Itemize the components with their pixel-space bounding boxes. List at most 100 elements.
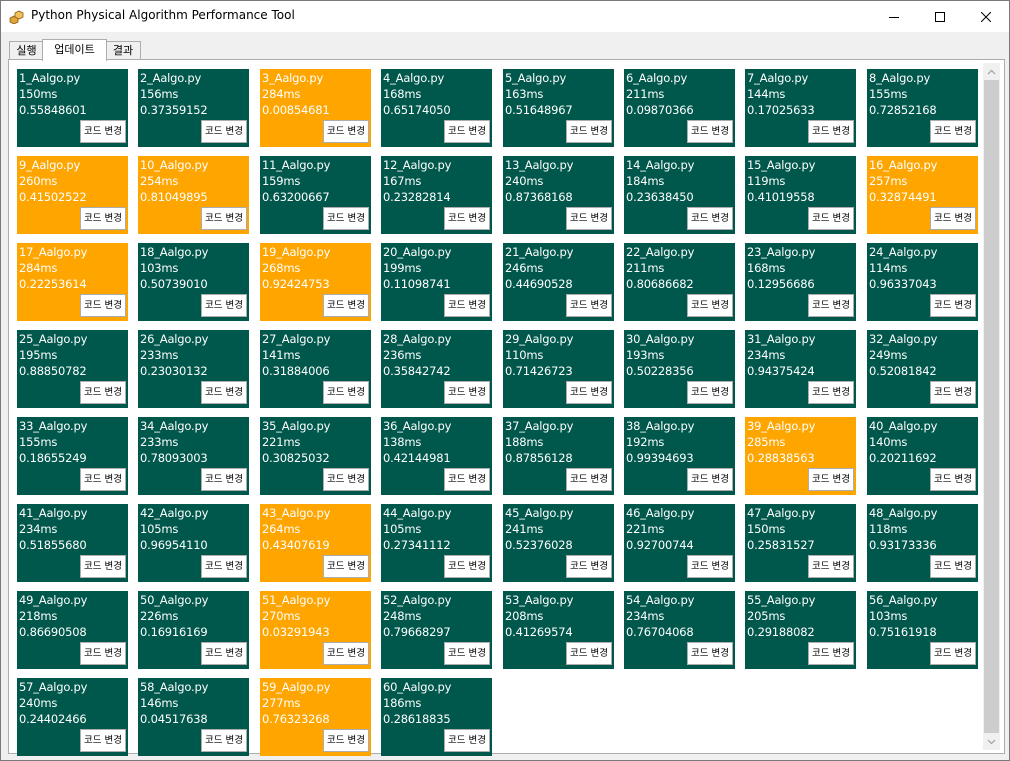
change-code-button[interactable]: 코드 변경 xyxy=(808,468,854,491)
card-time: 105ms xyxy=(140,522,179,536)
change-code-button[interactable]: 코드 변경 xyxy=(444,294,490,317)
card-time: 240ms xyxy=(19,696,58,710)
scroll-thumb[interactable] xyxy=(984,80,999,733)
change-code-button[interactable]: 코드 변경 xyxy=(323,468,369,491)
title-bar[interactable]: Python Physical Algorithm Performance To… xyxy=(1,1,1009,32)
change-code-button[interactable]: 코드 변경 xyxy=(687,120,733,143)
change-code-button[interactable]: 코드 변경 xyxy=(566,207,612,230)
change-code-button[interactable]: 코드 변경 xyxy=(201,729,247,752)
update-panel: 1_Aalgo.py 150ms 0.55848601 코드 변경 2_Aalgo.py… xyxy=(8,59,1005,756)
change-code-button[interactable]: 코드 변경 xyxy=(201,642,247,665)
card-score: 0.72852168 xyxy=(869,103,937,117)
change-code-button[interactable]: 코드 변경 xyxy=(323,729,369,752)
change-code-button[interactable]: 코드 변경 xyxy=(80,729,126,752)
change-code-button[interactable]: 코드 변경 xyxy=(566,120,612,143)
change-code-button[interactable]: 코드 변경 xyxy=(566,468,612,491)
change-code-button[interactable]: 코드 변경 xyxy=(201,381,247,404)
card-score: 0.80686682 xyxy=(626,277,694,291)
change-code-button[interactable]: 코드 변경 xyxy=(444,642,490,665)
change-code-button[interactable]: 코드 변경 xyxy=(444,555,490,578)
card-time: 233ms xyxy=(140,435,179,449)
change-code-button[interactable]: 코드 변경 xyxy=(687,555,733,578)
change-code-button[interactable]: 코드 변경 xyxy=(808,381,854,404)
change-code-button[interactable]: 코드 변경 xyxy=(80,120,126,143)
change-code-button[interactable]: 코드 변경 xyxy=(566,381,612,404)
change-code-button[interactable]: 코드 변경 xyxy=(808,120,854,143)
change-code-button[interactable]: 코드 변경 xyxy=(687,642,733,665)
card-score: 0.79668297 xyxy=(383,625,451,639)
change-code-button[interactable]: 코드 변경 xyxy=(80,381,126,404)
change-code-button[interactable]: 코드 변경 xyxy=(80,468,126,491)
change-code-button[interactable]: 코드 변경 xyxy=(201,120,247,143)
change-code-button[interactable]: 코드 변경 xyxy=(444,207,490,230)
vertical-scrollbar[interactable] xyxy=(983,63,1000,750)
close-button[interactable] xyxy=(963,1,1009,32)
card-name: 48_Aalgo.py xyxy=(869,506,938,520)
algorithm-card: 4_Aalgo.py 168ms 0.65174050 코드 변경 xyxy=(381,69,492,147)
change-code-button[interactable]: 코드 변경 xyxy=(80,294,126,317)
minimize-button[interactable] xyxy=(871,1,917,32)
change-code-button[interactable]: 코드 변경 xyxy=(323,294,369,317)
card-name: 44_Aalgo.py xyxy=(383,506,452,520)
change-code-button[interactable]: 코드 변경 xyxy=(808,294,854,317)
tab-run[interactable]: 실행 xyxy=(9,41,44,60)
change-code-button[interactable]: 코드 변경 xyxy=(930,207,976,230)
algorithm-card: 21_Aalgo.py 246ms 0.44690528 코드 변경 xyxy=(503,243,614,321)
card-score: 0.41502522 xyxy=(19,190,87,204)
card-name: 34_Aalgo.py xyxy=(140,419,209,433)
change-code-button[interactable]: 코드 변경 xyxy=(444,468,490,491)
change-code-button[interactable]: 코드 변경 xyxy=(201,207,247,230)
algorithm-card: 40_Aalgo.py 140ms 0.20211692 코드 변경 xyxy=(867,417,978,495)
change-code-button[interactable]: 코드 변경 xyxy=(930,555,976,578)
change-code-button[interactable]: 코드 변경 xyxy=(687,294,733,317)
change-code-button[interactable]: 코드 변경 xyxy=(930,642,976,665)
change-code-button[interactable]: 코드 변경 xyxy=(323,642,369,665)
algorithm-card: 33_Aalgo.py 155ms 0.18655249 코드 변경 xyxy=(17,417,128,495)
change-code-button[interactable]: 코드 변경 xyxy=(687,381,733,404)
card-name: 8_Aalgo.py xyxy=(869,71,931,85)
change-code-button[interactable]: 코드 변경 xyxy=(444,120,490,143)
change-code-button[interactable]: 코드 변경 xyxy=(930,294,976,317)
change-code-button[interactable]: 코드 변경 xyxy=(201,468,247,491)
card-time: 211ms xyxy=(626,87,665,101)
change-code-button[interactable]: 코드 변경 xyxy=(80,207,126,230)
scroll-up-button[interactable] xyxy=(983,63,1000,80)
change-code-button[interactable]: 코드 변경 xyxy=(930,381,976,404)
tab-update[interactable]: 업데이트 xyxy=(42,39,107,61)
tab-results[interactable]: 결과 xyxy=(105,41,141,60)
scroll-down-button[interactable] xyxy=(983,733,1000,750)
change-code-button[interactable]: 코드 변경 xyxy=(444,381,490,404)
algorithm-card: 53_Aalgo.py 208ms 0.41269574 코드 변경 xyxy=(503,591,614,669)
maximize-button[interactable] xyxy=(917,1,963,32)
change-code-button[interactable]: 코드 변경 xyxy=(930,120,976,143)
card-name: 41_Aalgo.py xyxy=(19,506,88,520)
change-code-button[interactable]: 코드 변경 xyxy=(201,294,247,317)
change-code-button[interactable]: 코드 변경 xyxy=(566,555,612,578)
change-code-button[interactable]: 코드 변경 xyxy=(808,207,854,230)
change-code-button[interactable]: 코드 변경 xyxy=(323,207,369,230)
card-name: 4_Aalgo.py xyxy=(383,71,445,85)
card-time: 260ms xyxy=(19,174,58,188)
change-code-button[interactable]: 코드 변경 xyxy=(80,555,126,578)
change-code-button[interactable]: 코드 변경 xyxy=(808,555,854,578)
change-code-button[interactable]: 코드 변경 xyxy=(930,468,976,491)
change-code-button[interactable]: 코드 변경 xyxy=(566,642,612,665)
change-code-button[interactable]: 코드 변경 xyxy=(323,555,369,578)
change-code-button[interactable]: 코드 변경 xyxy=(323,381,369,404)
algorithm-card: 48_Aalgo.py 118ms 0.93173336 코드 변경 xyxy=(867,504,978,582)
change-code-button[interactable]: 코드 변경 xyxy=(808,642,854,665)
card-name: 13_Aalgo.py xyxy=(505,158,574,172)
change-code-button[interactable]: 코드 변경 xyxy=(201,555,247,578)
change-code-button[interactable]: 코드 변경 xyxy=(444,729,490,752)
card-score: 0.52376028 xyxy=(505,538,573,552)
algorithm-card: 42_Aalgo.py 105ms 0.96954110 코드 변경 xyxy=(138,504,249,582)
change-code-button[interactable]: 코드 변경 xyxy=(323,120,369,143)
card-time: 144ms xyxy=(747,87,786,101)
card-score: 0.78093003 xyxy=(140,451,208,465)
change-code-button[interactable]: 코드 변경 xyxy=(687,207,733,230)
card-name: 26_Aalgo.py xyxy=(140,332,209,346)
change-code-button[interactable]: 코드 변경 xyxy=(80,642,126,665)
change-code-button[interactable]: 코드 변경 xyxy=(566,294,612,317)
card-time: 264ms xyxy=(262,522,301,536)
change-code-button[interactable]: 코드 변경 xyxy=(687,468,733,491)
